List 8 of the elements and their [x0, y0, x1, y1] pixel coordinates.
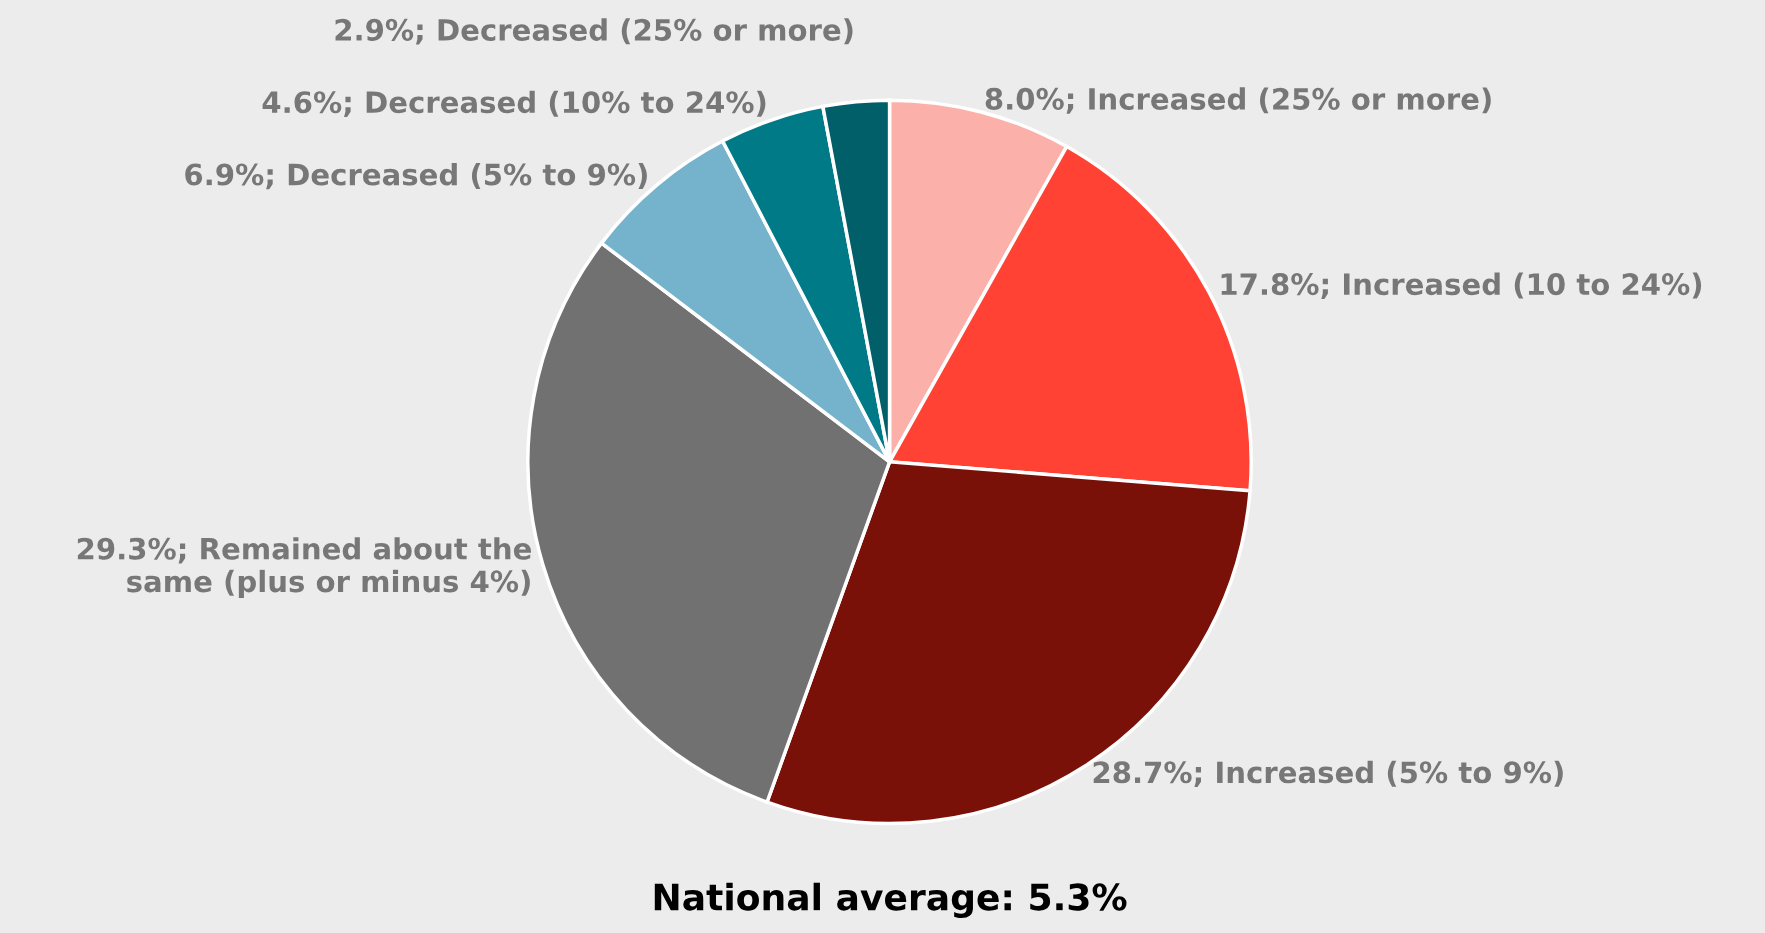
- slice-label: 8.0%; Increased (25% or more): [985, 87, 1491, 114]
- slice-label: 6.9%; Decreased (5% to 9%): [185, 162, 647, 190]
- slice-label: 28.7%; Increased (5% to 9%): [1093, 760, 1563, 788]
- slice-label: 2.9%; Decreased (25% or more): [335, 18, 853, 45]
- slice-label: 29.3%; Remained about the same (plus or minus 4%): [77, 537, 531, 599]
- slice-label: 17.8%; Increased (10 to 24%): [1221, 272, 1702, 299]
- slice-label: 4.6%; Decreased (10% to 24%): [262, 90, 766, 117]
- text: National average: 5.3%: [654, 882, 1127, 918]
